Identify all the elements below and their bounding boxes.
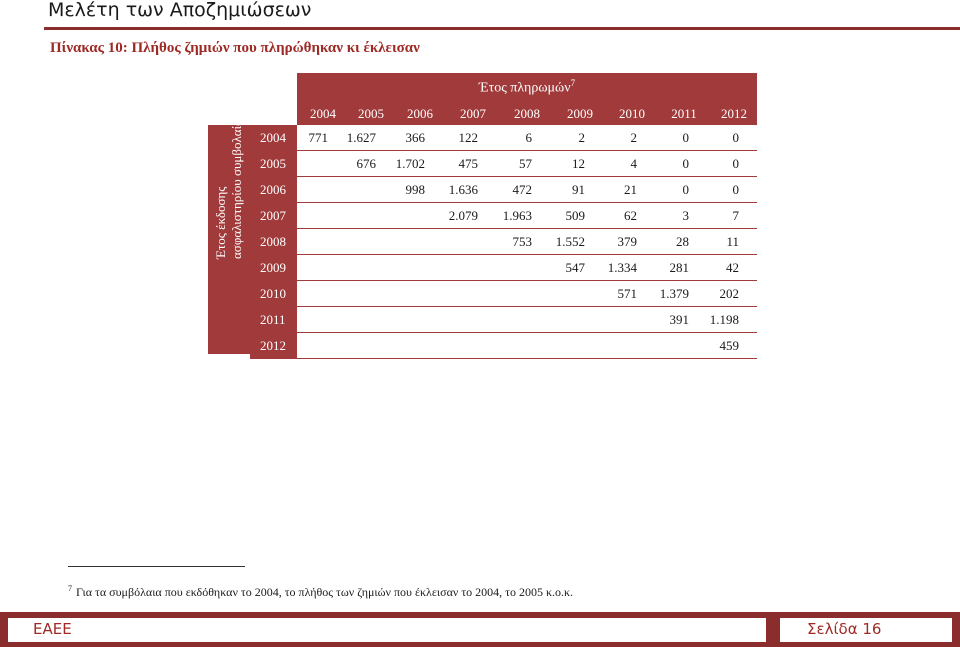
row-divider bbox=[297, 306, 757, 307]
payment-year-header: 2004 bbox=[310, 106, 336, 121]
table-cell: 366 bbox=[405, 130, 426, 145]
document-title: Μελέτη των Αποζημιώσεων bbox=[48, 0, 312, 21]
table-cell: 998 bbox=[405, 182, 426, 197]
table-cell: 771 bbox=[308, 130, 329, 145]
table-cell: 1.627 bbox=[346, 130, 376, 145]
issue-year-header: 2008 bbox=[250, 229, 297, 255]
table-cell: 12 bbox=[572, 156, 585, 171]
table-cell: 6 bbox=[525, 130, 533, 145]
payment-year-header: 2005 bbox=[358, 106, 384, 121]
table-cell: 1.702 bbox=[395, 156, 425, 171]
footnote-number: 7 bbox=[68, 584, 72, 593]
table-cell: 7 bbox=[732, 208, 740, 223]
table-cell: 509 bbox=[565, 208, 586, 223]
row-divider bbox=[297, 150, 757, 151]
table-cell: 28 bbox=[676, 234, 689, 249]
table-cell: 2 bbox=[578, 130, 586, 145]
row-divider bbox=[297, 254, 757, 255]
issue-year-header: 2007 bbox=[250, 203, 297, 229]
issue-year-header: 2004 bbox=[250, 125, 297, 151]
table-cell: 91 bbox=[572, 182, 585, 197]
page-number: Σελίδα 16 bbox=[807, 620, 882, 638]
table-cell: 281 bbox=[669, 260, 690, 275]
column-group-header: Έτος πληρωμών7 2004 2005 2006 2007 2008 2009 2… bbox=[297, 73, 757, 125]
table-cell: 1.334 bbox=[607, 260, 637, 275]
footnote-rule bbox=[68, 566, 245, 567]
issue-year-header: 2011 bbox=[250, 307, 297, 333]
footer-page-box: Σελίδα 16 bbox=[780, 618, 952, 642]
payment-year-header: 2010 bbox=[619, 106, 645, 121]
table-cell: 459 bbox=[719, 338, 740, 353]
row-divider bbox=[297, 332, 757, 333]
table-cell: 0 bbox=[682, 182, 690, 197]
table-cell: 1.379 bbox=[659, 286, 689, 301]
payment-year-header: 2011 bbox=[671, 106, 697, 121]
payment-year-header: 2012 bbox=[721, 106, 747, 121]
table-cell: 0 bbox=[682, 156, 690, 171]
payment-year-header: 2008 bbox=[514, 106, 540, 121]
table-cell: 472 bbox=[512, 182, 533, 197]
table-cell: 11 bbox=[726, 234, 739, 249]
issue-year-header: 2006 bbox=[250, 177, 297, 203]
payment-year-header: 2009 bbox=[567, 106, 593, 121]
row-divider bbox=[297, 202, 757, 203]
issue-year-header: 2010 bbox=[250, 281, 297, 307]
payment-years-row: 2004 2005 2006 2007 2008 2009 2010 2011 2012 bbox=[297, 106, 757, 124]
footnote-text: Για τα συμβόλαια που εκδόθηκαν το 2004, … bbox=[76, 585, 574, 599]
header-rule bbox=[44, 27, 960, 30]
table-cell: 4 bbox=[630, 156, 638, 171]
issue-year-header: 2012 bbox=[250, 333, 297, 359]
table-cell: 379 bbox=[617, 234, 638, 249]
row-divider bbox=[297, 176, 757, 177]
table-cell: 122 bbox=[458, 130, 479, 145]
payment-year-header: 2006 bbox=[407, 106, 433, 121]
page-footer: ΕΑΕΕ Σελίδα 16 bbox=[0, 612, 960, 647]
table-cell: 3 bbox=[682, 208, 690, 223]
payment-year-header: 2007 bbox=[460, 106, 486, 121]
table-cell: 753 bbox=[512, 234, 533, 249]
table-cell: 0 bbox=[732, 156, 740, 171]
table-cell: 676 bbox=[356, 156, 377, 171]
footer-org: ΕΑΕΕ bbox=[33, 620, 72, 638]
table-cell: 202 bbox=[719, 286, 740, 301]
table-cell: 547 bbox=[565, 260, 586, 275]
table-cell: 475 bbox=[458, 156, 479, 171]
footnote-ref: 7 bbox=[570, 78, 576, 88]
table-cell: 0 bbox=[732, 130, 740, 145]
table-cell: 391 bbox=[669, 312, 690, 327]
row-divider bbox=[297, 358, 757, 359]
table-cell: 571 bbox=[617, 286, 638, 301]
table-caption: Πίνακας 10: Πλήθος ζημιών που πληρώθηκαν… bbox=[50, 40, 420, 56]
table-cell: 1.963 bbox=[502, 208, 532, 223]
row-group-title: Έτος έκδοσης ασφαλιστηρίου συμβολαίου bbox=[213, 112, 244, 259]
table-cell: 0 bbox=[732, 182, 740, 197]
issue-year-header: 2005 bbox=[250, 151, 297, 177]
table-cell: 42 bbox=[726, 260, 739, 275]
row-group-header: Έτος έκδοσης ασφαλιστηρίου συμβολαίου bbox=[208, 112, 250, 354]
row-divider bbox=[297, 280, 757, 281]
table-cell: 57 bbox=[519, 156, 532, 171]
footnote: 7 Για τα συμβόλαια που εκδόθηκαν το 2004,… bbox=[68, 584, 573, 600]
table-cell: 2 bbox=[630, 130, 638, 145]
table-cell: 21 bbox=[624, 182, 637, 197]
column-group-title: Έτος πληρωμών7 bbox=[478, 78, 576, 96]
table-cell: 1.636 bbox=[448, 182, 478, 197]
row-divider bbox=[297, 228, 757, 229]
table-cell: 1.552 bbox=[555, 234, 585, 249]
table-cell: 2.079 bbox=[448, 208, 478, 223]
table-cell: 62 bbox=[624, 208, 637, 223]
footer-org-box: ΕΑΕΕ bbox=[8, 618, 766, 642]
table-cell: 0 bbox=[682, 130, 690, 145]
issue-year-header: 2009 bbox=[250, 255, 297, 281]
table-cell: 1.198 bbox=[709, 312, 739, 327]
